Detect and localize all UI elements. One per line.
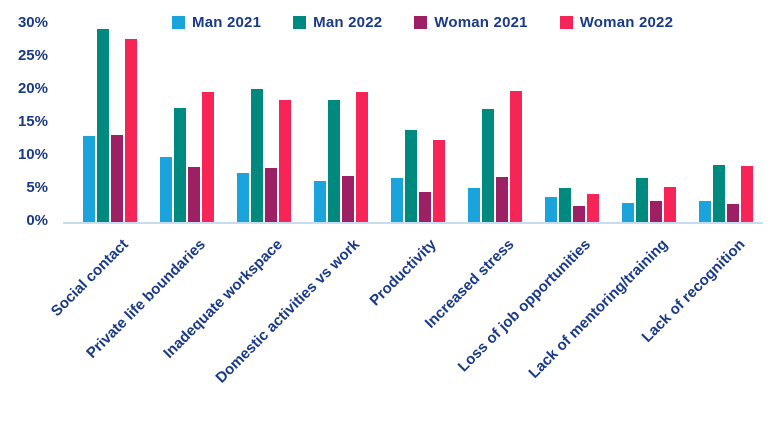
bar — [188, 167, 200, 222]
bar-group — [545, 188, 599, 222]
x-axis-label: Private life boundaries — [83, 236, 210, 362]
bar — [97, 28, 109, 222]
bar-group — [468, 91, 522, 222]
bar — [160, 156, 172, 222]
bar — [587, 194, 599, 222]
bar — [545, 197, 557, 222]
legend-swatch — [559, 15, 573, 29]
legend-item: Man 2021 — [172, 14, 261, 31]
legend-label: Woman 2021 — [434, 13, 528, 31]
bar-group — [622, 178, 676, 222]
x-axis-label: Lack of mentoring/training — [525, 236, 672, 382]
bar — [573, 206, 585, 222]
legend-label: Man 2022 — [313, 13, 383, 31]
x-axis-label: Loss of job opportunities — [454, 236, 595, 376]
bar-group — [237, 88, 291, 222]
y-tick-label: 0% — [26, 212, 48, 229]
bar — [727, 204, 739, 222]
bar-group — [391, 130, 445, 222]
bar — [622, 203, 634, 222]
y-axis: 0% 5% 10% 15% 20% 25% 30% — [0, 0, 48, 240]
bar — [342, 176, 354, 222]
legend-swatch — [172, 15, 185, 29]
bar — [279, 100, 291, 222]
y-tick-label: 10% — [17, 146, 48, 163]
bar-group — [314, 92, 368, 222]
chart-legend: Man 2021 Man 2022 Woman 2021 Woman 2022 — [172, 12, 673, 32]
bar — [314, 181, 326, 222]
x-axis-label: Increased stress — [421, 236, 518, 332]
x-axis-label: Productivity — [366, 236, 441, 310]
bar — [496, 177, 508, 222]
bar — [713, 165, 725, 222]
bar — [510, 91, 522, 222]
bar — [419, 192, 431, 222]
bar-group — [83, 28, 137, 222]
bar — [391, 178, 403, 222]
legend-item: Woman 2021 — [414, 13, 528, 31]
bar — [251, 88, 263, 222]
bar — [111, 135, 123, 222]
legend-label: Man 2021 — [192, 13, 262, 31]
bar-group — [699, 165, 753, 222]
x-axis-label: Lack of recognition — [638, 236, 749, 346]
bar — [699, 201, 711, 222]
bar-group — [160, 92, 214, 222]
bar — [482, 109, 494, 222]
bar — [202, 92, 214, 222]
plot-area — [55, 22, 767, 224]
x-axis-label: Inadequate workspace — [160, 236, 287, 362]
x-axis-label: Domestic activities vs work — [212, 236, 364, 387]
y-tick-label: 30% — [17, 14, 48, 31]
bar — [356, 92, 368, 222]
bar — [405, 130, 417, 222]
y-tick-label: 15% — [17, 113, 48, 130]
legend-item: Woman 2022 — [559, 13, 674, 31]
x-axis-label: Social contact — [48, 236, 133, 320]
legend-swatch — [293, 15, 307, 29]
bar — [83, 136, 95, 222]
bar — [265, 168, 277, 222]
y-tick-label: 25% — [17, 47, 48, 64]
bar — [468, 188, 480, 222]
bar — [559, 188, 571, 222]
legend-swatch — [414, 15, 428, 29]
bar — [664, 187, 676, 222]
x-axis-line — [63, 222, 763, 224]
bar — [237, 173, 249, 222]
bar — [328, 100, 340, 222]
bars-row — [83, 22, 753, 222]
y-tick-label: 5% — [26, 179, 48, 196]
y-tick-label: 20% — [17, 80, 48, 97]
bar — [636, 178, 648, 222]
bar — [174, 108, 186, 222]
legend-label: Woman 2022 — [579, 13, 674, 31]
legend-item: Man 2022 — [293, 14, 382, 31]
bar — [433, 140, 445, 222]
bar — [741, 166, 753, 222]
bar — [650, 201, 662, 222]
bar — [125, 38, 137, 222]
